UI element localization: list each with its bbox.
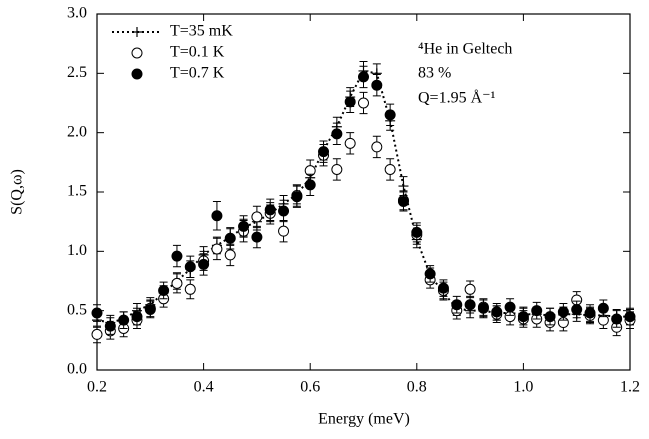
legend-marker (131, 47, 143, 59)
data-point (171, 277, 183, 289)
data-point (491, 306, 503, 318)
data-point (291, 191, 303, 203)
y-tick-label: 2.5 (67, 64, 87, 81)
y-axis-label: S(Q,ω) (9, 169, 26, 215)
data-point (344, 96, 356, 108)
y-tick-label: 0.0 (67, 361, 87, 378)
x-tick-label: 0.2 (87, 379, 107, 396)
data-point (411, 226, 423, 238)
data-point (371, 79, 383, 91)
data-point (597, 302, 609, 314)
data-point (384, 163, 396, 175)
data-point (184, 261, 196, 273)
data-point (398, 181, 409, 192)
data-point (504, 301, 516, 313)
legend-label: T=35 mK (170, 23, 233, 40)
data-point (211, 210, 223, 222)
data-point (464, 299, 476, 311)
annotation: 83 % (418, 65, 451, 82)
data-point (477, 302, 489, 314)
data-point (278, 225, 290, 237)
data-point (318, 146, 330, 158)
data-point (304, 179, 316, 191)
data-point (451, 299, 463, 311)
data-point (211, 243, 223, 255)
data-point (158, 284, 170, 296)
series-line (96, 69, 630, 324)
legend-marker (132, 27, 142, 37)
data-point (571, 303, 583, 315)
data-point (557, 306, 569, 318)
legend-marker (131, 68, 143, 80)
data-point (371, 141, 383, 153)
data-point (437, 282, 449, 294)
y-tick-label: 2.0 (67, 123, 87, 140)
data-point (344, 137, 356, 149)
x-tick-label: 0.4 (194, 379, 214, 396)
data-point (251, 231, 263, 243)
data-point (198, 258, 210, 270)
data-point (331, 128, 343, 140)
data-point (278, 205, 290, 217)
data-point (131, 311, 143, 323)
y-tick-label: 1.5 (67, 183, 87, 200)
x-axis-label: Energy (meV) (318, 411, 410, 428)
data-point (358, 71, 369, 83)
data-point (144, 303, 156, 315)
data-point (104, 320, 116, 332)
data-point (544, 311, 556, 323)
data-point (264, 204, 276, 216)
y-tick-label: 3.0 (67, 5, 87, 22)
data-point (91, 328, 103, 340)
legend-label: T=0.1 K (170, 44, 225, 61)
data-point (397, 195, 409, 207)
data-point (238, 220, 250, 232)
x-tick-label: 1.0 (513, 379, 533, 396)
data-point (584, 307, 596, 319)
data-point (184, 283, 196, 295)
x-tick-label: 0.8 (407, 379, 427, 396)
data-point (624, 311, 636, 323)
y-tick-label: 1.0 (67, 242, 87, 259)
data-point (171, 250, 183, 262)
data-point (224, 232, 236, 244)
data-point (358, 97, 369, 109)
data-point (91, 307, 103, 319)
data-point (517, 311, 529, 323)
data-point (424, 268, 436, 280)
y-tick-label: 0.5 (67, 301, 87, 318)
data-point (531, 305, 543, 317)
data-point (384, 109, 396, 121)
data-point (611, 313, 623, 325)
x-tick-label: 1.2 (620, 379, 640, 396)
annotation: Q=1.95 Å⁻¹ (418, 89, 496, 107)
data-point (118, 314, 130, 326)
data-point (464, 283, 476, 295)
annotation: ⁴He in Geltech (418, 41, 512, 58)
data-point (331, 163, 343, 175)
x-tick-label: 0.6 (300, 379, 320, 396)
legend-label: T=0.7 K (170, 65, 225, 82)
data-point (251, 211, 263, 223)
data-point (224, 249, 236, 261)
